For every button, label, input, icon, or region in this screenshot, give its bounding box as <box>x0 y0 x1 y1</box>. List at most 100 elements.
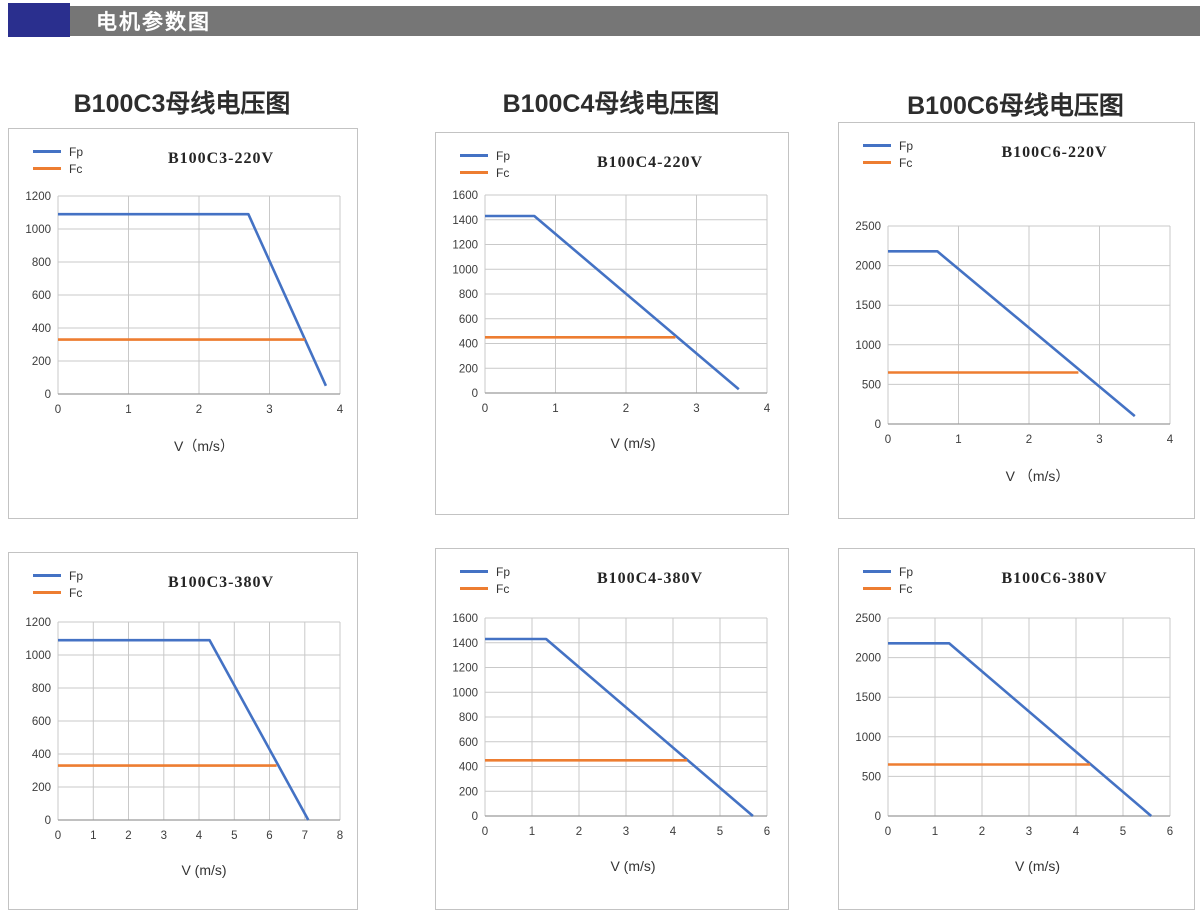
svg-text:200: 200 <box>459 786 478 798</box>
svg-text:1: 1 <box>552 403 558 415</box>
svg-text:600: 600 <box>32 716 51 728</box>
svg-text:2000: 2000 <box>855 261 881 273</box>
legend-item-fp: Fp <box>863 563 913 580</box>
svg-text:1: 1 <box>932 826 938 838</box>
legend-label-fp: Fp <box>899 138 914 153</box>
svg-text:1200: 1200 <box>25 617 51 629</box>
svg-text:0: 0 <box>875 811 881 823</box>
chart-title: B100C4-380V <box>596 570 704 587</box>
svg-text:0: 0 <box>45 389 51 401</box>
legend-label-fp: Fp <box>69 568 84 583</box>
svg-text:2: 2 <box>125 830 131 842</box>
x-axis-label: V（m/s） <box>174 438 234 454</box>
legend-label-fp: Fp <box>69 144 84 159</box>
legend-label-fp: Fp <box>899 564 914 579</box>
svg-text:1600: 1600 <box>452 190 478 202</box>
plot-area: 0 500 1000 1500 2000 2500 0 1 2 3 4 5 6 <box>855 613 1173 838</box>
fp-line-swatch <box>863 144 891 147</box>
chart-panel-b100c4-380v: Fp Fc B100C4-380V 0 200 400 600 800 1000 1200 1… <box>435 548 789 910</box>
x-axis-label: V （m/s） <box>1005 468 1070 484</box>
svg-text:2500: 2500 <box>855 613 881 625</box>
legend-item-fp: Fp <box>33 143 83 160</box>
plot-area: 0 200 400 600 800 1000 1200 1400 1600 0 1 2 3 4 5 6 <box>452 613 770 838</box>
header-bar: 电机参数图 <box>70 6 1200 36</box>
fc-line-swatch <box>863 587 891 590</box>
svg-text:5: 5 <box>717 826 723 838</box>
fp-line-swatch <box>863 570 891 573</box>
section-title-b100c6: B100C6母线电压图 <box>907 92 1124 120</box>
svg-text:0: 0 <box>885 826 891 838</box>
svg-text:800: 800 <box>32 683 51 695</box>
svg-text:3: 3 <box>266 404 272 416</box>
svg-text:1500: 1500 <box>855 692 881 704</box>
legend: Fp Fc <box>460 147 510 181</box>
svg-text:4: 4 <box>764 403 771 415</box>
svg-text:6: 6 <box>1167 826 1173 838</box>
svg-text:0: 0 <box>45 815 51 827</box>
x-axis-label: V (m/s) <box>181 862 227 878</box>
svg-text:1000: 1000 <box>25 650 51 662</box>
svg-text:1600: 1600 <box>452 613 478 625</box>
svg-text:4: 4 <box>1073 826 1080 838</box>
legend-item-fc: Fc <box>33 160 83 177</box>
fc-line-swatch <box>33 591 61 594</box>
svg-text:1000: 1000 <box>452 264 478 276</box>
legend-label-fp: Fp <box>496 148 511 163</box>
legend-item-fc: Fc <box>33 584 83 601</box>
legend: Fp Fc <box>863 563 913 597</box>
svg-text:3: 3 <box>693 403 699 415</box>
svg-text:1500: 1500 <box>855 300 881 312</box>
svg-text:3: 3 <box>623 826 629 838</box>
svg-text:500: 500 <box>862 379 881 391</box>
svg-text:0: 0 <box>875 419 881 431</box>
legend-label-fp: Fp <box>496 564 511 579</box>
svg-text:1: 1 <box>90 830 96 842</box>
svg-text:1000: 1000 <box>25 224 51 236</box>
chart-title: B100C3-220V <box>167 150 275 167</box>
svg-text:6: 6 <box>266 830 272 842</box>
svg-text:8: 8 <box>337 830 343 842</box>
chart-panel-b100c6-220v: Fp Fc B100C6-220V 0 500 1000 1500 2000 2500 0 1… <box>838 122 1195 519</box>
legend-item-fc: Fc <box>863 154 913 171</box>
chart-title: B100C4-220V <box>596 154 704 171</box>
plot-area: 0 200 400 600 800 1000 1200 0 1 2 3 4 <box>25 191 343 416</box>
fc-line-swatch <box>460 587 488 590</box>
svg-text:0: 0 <box>55 404 61 416</box>
svg-text:0: 0 <box>472 388 478 400</box>
svg-text:200: 200 <box>32 782 51 794</box>
plot-area: 0 200 400 600 800 1000 1200 0 1 2 3 4 5 6 7 8 <box>25 617 343 842</box>
svg-text:0: 0 <box>55 830 61 842</box>
svg-text:2500: 2500 <box>855 221 881 233</box>
x-axis-label: V (m/s) <box>610 858 656 874</box>
svg-text:0: 0 <box>472 811 478 823</box>
svg-text:1200: 1200 <box>452 240 478 252</box>
fp-line-swatch <box>33 574 61 577</box>
svg-text:1400: 1400 <box>452 638 478 650</box>
header-accent-block <box>8 3 70 37</box>
chart-panel-b100c4-220v: Fp Fc B100C4-220V 0 200 400 600 800 1000 1200 1… <box>435 132 789 515</box>
chart-panel-b100c6-380v: Fp Fc B100C6-380V 0 500 1000 1500 2000 2500 0 1… <box>838 548 1195 910</box>
legend-label-fc: Fc <box>496 581 510 596</box>
svg-text:2: 2 <box>623 403 629 415</box>
svg-text:2: 2 <box>1026 434 1032 446</box>
legend-item-fp: Fp <box>460 563 510 580</box>
svg-text:1: 1 <box>529 826 535 838</box>
legend: Fp Fc <box>33 567 83 601</box>
legend-item-fp: Fp <box>863 137 913 154</box>
svg-text:1000: 1000 <box>452 687 478 699</box>
plot-area: 0 200 400 600 800 1000 1200 1400 1600 0 1 2 3 4 <box>452 190 771 415</box>
chart-panel-b100c3-380v: Fp Fc B100C3-380V 0 200 400 600 800 1000 1200 0… <box>8 552 358 910</box>
svg-text:600: 600 <box>32 290 51 302</box>
svg-text:5: 5 <box>1120 826 1126 838</box>
svg-text:0: 0 <box>482 826 488 838</box>
svg-text:2: 2 <box>979 826 985 838</box>
svg-text:200: 200 <box>32 356 51 368</box>
legend-item-fp: Fp <box>33 567 83 584</box>
fp-line-swatch <box>460 570 488 573</box>
svg-text:4: 4 <box>196 830 203 842</box>
legend-label-fc: Fc <box>899 581 913 596</box>
page-title: 电机参数图 <box>96 11 211 34</box>
fc-line-swatch <box>863 161 891 164</box>
legend-item-fp: Fp <box>460 147 510 164</box>
fc-line-swatch <box>33 167 61 170</box>
